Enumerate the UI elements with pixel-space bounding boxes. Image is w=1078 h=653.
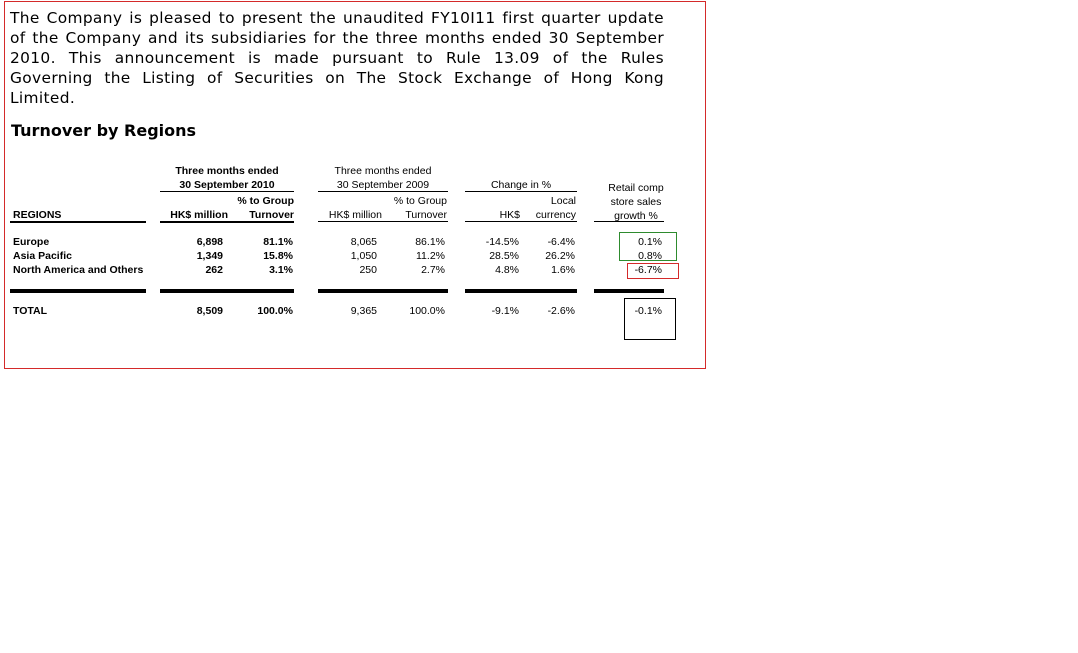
row-europe-chg-hk: -14.5% bbox=[485, 236, 519, 248]
header-period-2009-line2: 30 September 2009 bbox=[336, 179, 430, 191]
total-rule-2010 bbox=[160, 289, 294, 293]
header-change-local-line1: Local bbox=[550, 195, 576, 207]
row-asia-pacific-hk2009: 1,050 bbox=[350, 250, 377, 262]
row-europe-pct2009: 86.1% bbox=[415, 236, 445, 248]
total-chg-local: -2.6% bbox=[547, 305, 575, 317]
row-asia-pacific-retail: 0.8% bbox=[638, 250, 662, 262]
header-period-2009-line1: Three months ended bbox=[334, 165, 432, 177]
section-title: Turnover by Regions bbox=[11, 121, 197, 140]
document-frame bbox=[4, 1, 706, 369]
rule-2009 bbox=[318, 221, 448, 222]
total-hk2010: 8,509 bbox=[196, 305, 223, 317]
header-pct-group-2010-line2: Turnover bbox=[249, 209, 294, 221]
row-asia-pacific-pct2009: 11.2% bbox=[416, 250, 445, 262]
header-hk-million-2010: HK$ million bbox=[170, 209, 228, 221]
row-north-america-pct2010: 3.1% bbox=[269, 264, 293, 276]
total-pct2010: 100.0% bbox=[257, 305, 293, 317]
header-change: Change in % bbox=[490, 179, 552, 191]
header-change-hk: HK$ bbox=[499, 209, 520, 221]
header-pct-group-2010-line1: % to Group bbox=[237, 195, 294, 207]
highlight-box-black bbox=[624, 298, 676, 340]
row-asia-pacific-chg-hk: 28.5% bbox=[489, 250, 519, 262]
row-north-america-chg-hk: 4.8% bbox=[495, 264, 519, 276]
row-asia-pacific-region: Asia Pacific bbox=[13, 250, 72, 262]
row-europe-chg-local: -6.4% bbox=[547, 236, 575, 248]
row-asia-pacific-chg-local: 26.2% bbox=[545, 250, 575, 262]
header-retail-line2: store sales bbox=[610, 196, 662, 208]
total-pct2009: 100.0% bbox=[409, 305, 445, 317]
row-europe-retail: 0.1% bbox=[638, 236, 662, 248]
header-pct-group-2009-line2: Turnover bbox=[405, 209, 447, 221]
total-chg-hk: -9.1% bbox=[491, 305, 519, 317]
total-rule-2009 bbox=[318, 289, 448, 293]
row-asia-pacific-pct2010: 15.8% bbox=[263, 250, 293, 262]
header-hk-million-2009: HK$ million bbox=[328, 209, 382, 221]
header-retail-line1: Retail comp bbox=[608, 182, 664, 194]
header-pct-group-2009-line1: % to Group bbox=[393, 195, 447, 207]
row-north-america-retail: -6.7% bbox=[634, 264, 662, 276]
header-retail-line3: growth % bbox=[614, 210, 658, 222]
total-rule-retail bbox=[594, 289, 664, 293]
row-north-america-hk2010: 262 bbox=[205, 264, 223, 276]
row-europe-hk2009: 8,065 bbox=[350, 236, 377, 248]
total-rule-regions bbox=[10, 289, 146, 293]
header-period-2010-line2: 30 September 2010 bbox=[179, 179, 275, 191]
rule-regions bbox=[10, 221, 146, 223]
rule-change bbox=[465, 221, 577, 222]
highlight-box-red bbox=[627, 263, 679, 279]
row-europe-hk2010: 6,898 bbox=[196, 236, 223, 248]
highlight-box-green bbox=[619, 232, 677, 261]
total-rule-change bbox=[465, 289, 577, 293]
rule-2010 bbox=[160, 221, 294, 223]
header-change-local-line2: currency bbox=[535, 209, 576, 221]
row-north-america-chg-local: 1.6% bbox=[551, 264, 575, 276]
row-asia-pacific-hk2010: 1,349 bbox=[196, 250, 223, 262]
row-north-america-hk2009: 250 bbox=[359, 264, 377, 276]
row-europe-pct2010: 81.1% bbox=[263, 236, 293, 248]
row-north-america-pct2009: 2.7% bbox=[421, 264, 445, 276]
row-north-america-region: North America and Others bbox=[13, 264, 144, 276]
row-europe-region: Europe bbox=[13, 236, 50, 248]
header-rule-2009 bbox=[318, 191, 448, 192]
header-rule-2010 bbox=[160, 191, 294, 192]
total-retail: -0.1% bbox=[634, 305, 662, 317]
rule-retail bbox=[594, 221, 664, 222]
header-period-2010-line1: Three months ended bbox=[175, 165, 279, 177]
intro-paragraph: The Company is pleased to present the un… bbox=[10, 9, 664, 107]
header-rule-change bbox=[465, 191, 577, 192]
header-regions: REGIONS bbox=[13, 209, 62, 221]
total-hk2009: 9,365 bbox=[350, 305, 377, 317]
total-label: TOTAL bbox=[13, 305, 48, 317]
